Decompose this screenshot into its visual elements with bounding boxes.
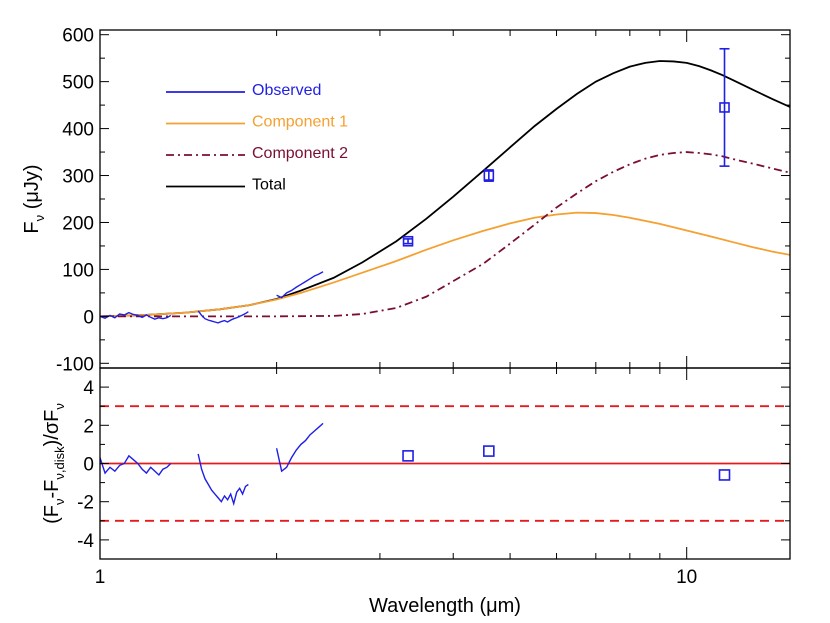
bottom-y-axis-title: (Fν-Fν,disk)/σFν [41,403,67,524]
top-ytick-label: 500 [62,73,94,94]
residual-point [402,450,414,462]
ylabel-main: F [21,221,43,233]
bottom-frame [99,367,791,560]
top-ytick-label: 400 [62,120,94,141]
top-ytick-label: 600 [62,26,94,47]
bottom-ytick-label: -2 [77,493,94,514]
legend-label: Component 1 [252,114,348,131]
component-1-line [100,211,790,318]
bottom-plot-area [100,405,790,522]
ylabel-subscript: ν [52,499,67,506]
top-plot-area [100,47,790,324]
legend: Observed Component 1 Component 2 Total [166,82,348,194]
total-line [100,60,790,318]
ylabel-subscript: ν,disk [52,446,67,480]
top-ytick-label: 200 [62,213,94,234]
bottom-ytick-label: 2 [83,416,94,437]
residual-spectrum [275,422,324,473]
component-2-line [100,151,790,318]
x-tick-label: 1 [95,567,106,588]
top-y-axis-title: Fν (μJy) [21,164,47,233]
bottom-ytick-label: -4 [77,531,94,552]
ylabel-part: -F [41,480,63,499]
x-axis-title: Wavelength (μm) [369,595,521,617]
ylabel-subscript: ν [52,403,67,410]
residual-point [718,469,731,481]
bottom-ytick-label: 4 [83,378,94,399]
top-ytick-label: 300 [62,167,94,188]
photometry-point [483,170,495,181]
observed-spectrum [197,310,249,324]
photometry-point [719,102,730,113]
top-ytick-label: 0 [83,307,94,328]
top-panel: -100 0 100 200 300 400 500 600 Observed Component… [21,26,791,375]
observed-spectrum [276,271,324,299]
residual-spectrum [197,453,249,507]
legend-label: Component 2 [252,145,348,162]
bottom-ytick-label: 0 [83,455,94,476]
photometry-point [402,235,414,247]
observed-spectrum [100,311,172,320]
residual-point [483,445,495,457]
legend-label: Total [252,177,286,194]
ylabel-part: (F [41,505,63,524]
ylabel-unit: (μJy) [21,164,43,214]
top-ytick-label: -100 [56,354,94,375]
x-tick-label: 10 [676,567,697,588]
legend-label: Observed [252,82,321,99]
residual-spectrum [100,454,172,477]
top-ytick-label: 100 [62,260,94,281]
ylabel-part: )/σF [41,410,63,447]
ylabel-sub: ν [32,215,47,222]
